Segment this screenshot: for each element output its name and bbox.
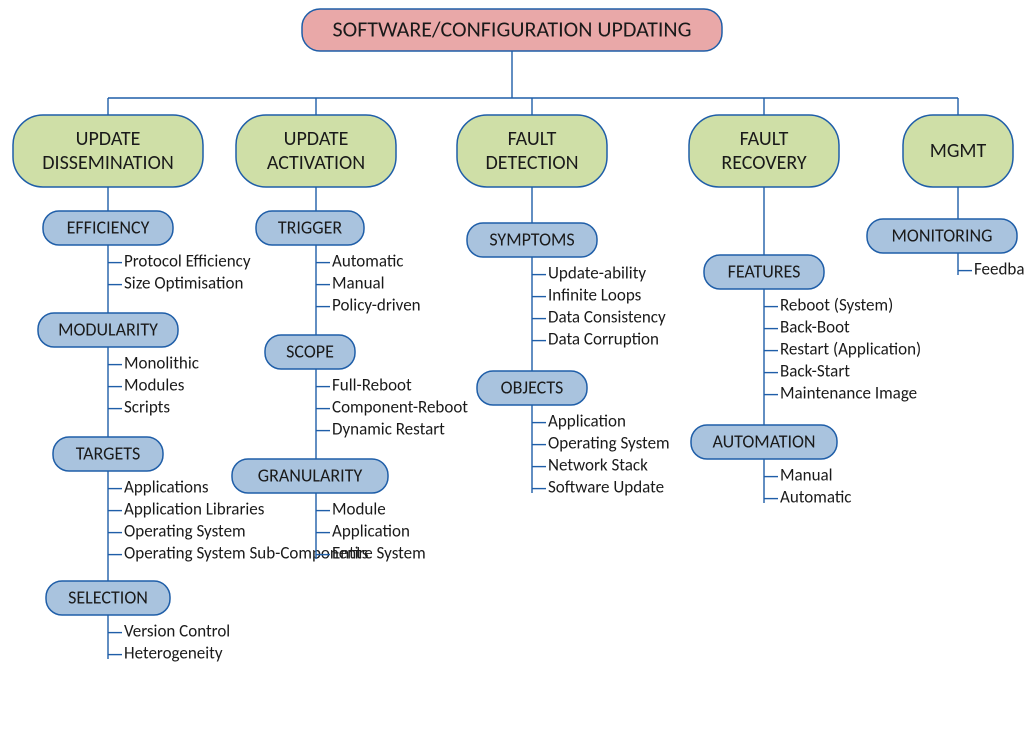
leaf-symptoms-0: Update-ability bbox=[548, 263, 646, 284]
leaf-trigger-1: Manual bbox=[332, 273, 385, 294]
leaf-targets-2: Operating System bbox=[124, 521, 246, 542]
leaf-granularity-0: Module bbox=[332, 499, 386, 520]
leaf-features-2: Restart (Application) bbox=[780, 339, 921, 360]
subcat-label-selection: SELECTION bbox=[68, 586, 148, 608]
leaf-targets-1: Application Libraries bbox=[124, 499, 265, 520]
leaf-scope-1: Component-Reboot bbox=[332, 397, 468, 418]
category-label-fault-recovery-1: FAULT bbox=[740, 127, 789, 151]
leaf-automation-0: Manual bbox=[780, 465, 833, 486]
leaf-objects-2: Network Stack bbox=[548, 455, 648, 476]
leaf-modularity-0: Monolithic bbox=[124, 353, 199, 374]
subcat-label-monitoring: MONITORING bbox=[892, 224, 993, 246]
root-label: SOFTWARE/CONFIGURATION UPDATING bbox=[333, 15, 692, 42]
tree-diagram: SOFTWARE/CONFIGURATION UPDATINGUPDATEDIS… bbox=[0, 0, 1024, 747]
category-label-update-dissemination-1: UPDATE bbox=[76, 127, 141, 151]
leaf-objects-3: Software Update bbox=[548, 477, 664, 498]
leaf-selection-0: Version Control bbox=[124, 621, 230, 642]
subcat-label-symptoms: SYMPTOMS bbox=[489, 228, 574, 250]
leaf-targets-0: Applications bbox=[124, 477, 209, 498]
category-label-update-activation-2: ACTIVATION bbox=[267, 151, 365, 175]
subcat-label-scope: SCOPE bbox=[286, 340, 334, 362]
leaf-automation-1: Automatic bbox=[780, 487, 852, 508]
leaf-selection-1: Heterogeneity bbox=[124, 643, 223, 664]
subcat-label-targets: TARGETS bbox=[76, 442, 141, 464]
leaf-symptoms-3: Data Corruption bbox=[548, 329, 659, 350]
leaf-granularity-1: Application bbox=[332, 521, 410, 542]
leaf-symptoms-1: Infinite Loops bbox=[548, 285, 642, 306]
subcat-label-granularity: GRANULARITY bbox=[258, 464, 363, 486]
leaf-monitoring-0: Feedback bbox=[974, 259, 1024, 280]
category-label-update-activation-1: UPDATE bbox=[284, 127, 349, 151]
leaf-efficiency-0: Protocol Efficiency bbox=[124, 251, 251, 272]
leaf-features-4: Maintenance Image bbox=[780, 383, 917, 404]
leaf-trigger-2: Policy-driven bbox=[332, 295, 421, 316]
subcat-label-modularity: MODULARITY bbox=[58, 318, 158, 340]
leaf-features-3: Back-Start bbox=[780, 361, 850, 382]
leaf-objects-1: Operating System bbox=[548, 433, 670, 454]
leaf-modularity-1: Modules bbox=[124, 375, 185, 396]
category-label-fault-detection-1: FAULT bbox=[508, 127, 557, 151]
subcat-label-efficiency: EFFICIENCY bbox=[67, 216, 150, 238]
subcat-label-trigger: TRIGGER bbox=[278, 216, 343, 238]
leaf-efficiency-1: Size Optimisation bbox=[124, 273, 243, 294]
leaf-granularity-2: Entire System bbox=[332, 543, 426, 564]
subcat-label-objects: OBJECTS bbox=[501, 376, 564, 398]
subcat-label-automation: AUTOMATION bbox=[712, 430, 815, 452]
subcat-label-features: FEATURES bbox=[728, 260, 801, 282]
leaf-features-0: Reboot (System) bbox=[780, 295, 893, 316]
leaf-scope-0: Full-Reboot bbox=[332, 375, 412, 396]
leaf-modularity-2: Scripts bbox=[124, 397, 170, 418]
leaf-scope-2: Dynamic Restart bbox=[332, 419, 445, 440]
leaf-trigger-0: Automatic bbox=[332, 251, 404, 272]
leaf-objects-0: Application bbox=[548, 411, 626, 432]
category-label-fault-detection-2: DETECTION bbox=[485, 151, 578, 175]
category-label-fault-recovery-2: RECOVERY bbox=[721, 151, 807, 175]
leaf-features-1: Back-Boot bbox=[780, 317, 850, 338]
category-label-update-dissemination-2: DISSEMINATION bbox=[42, 151, 173, 175]
leaf-symptoms-2: Data Consistency bbox=[548, 307, 666, 328]
category-label-mgmt: MGMT bbox=[930, 139, 987, 163]
